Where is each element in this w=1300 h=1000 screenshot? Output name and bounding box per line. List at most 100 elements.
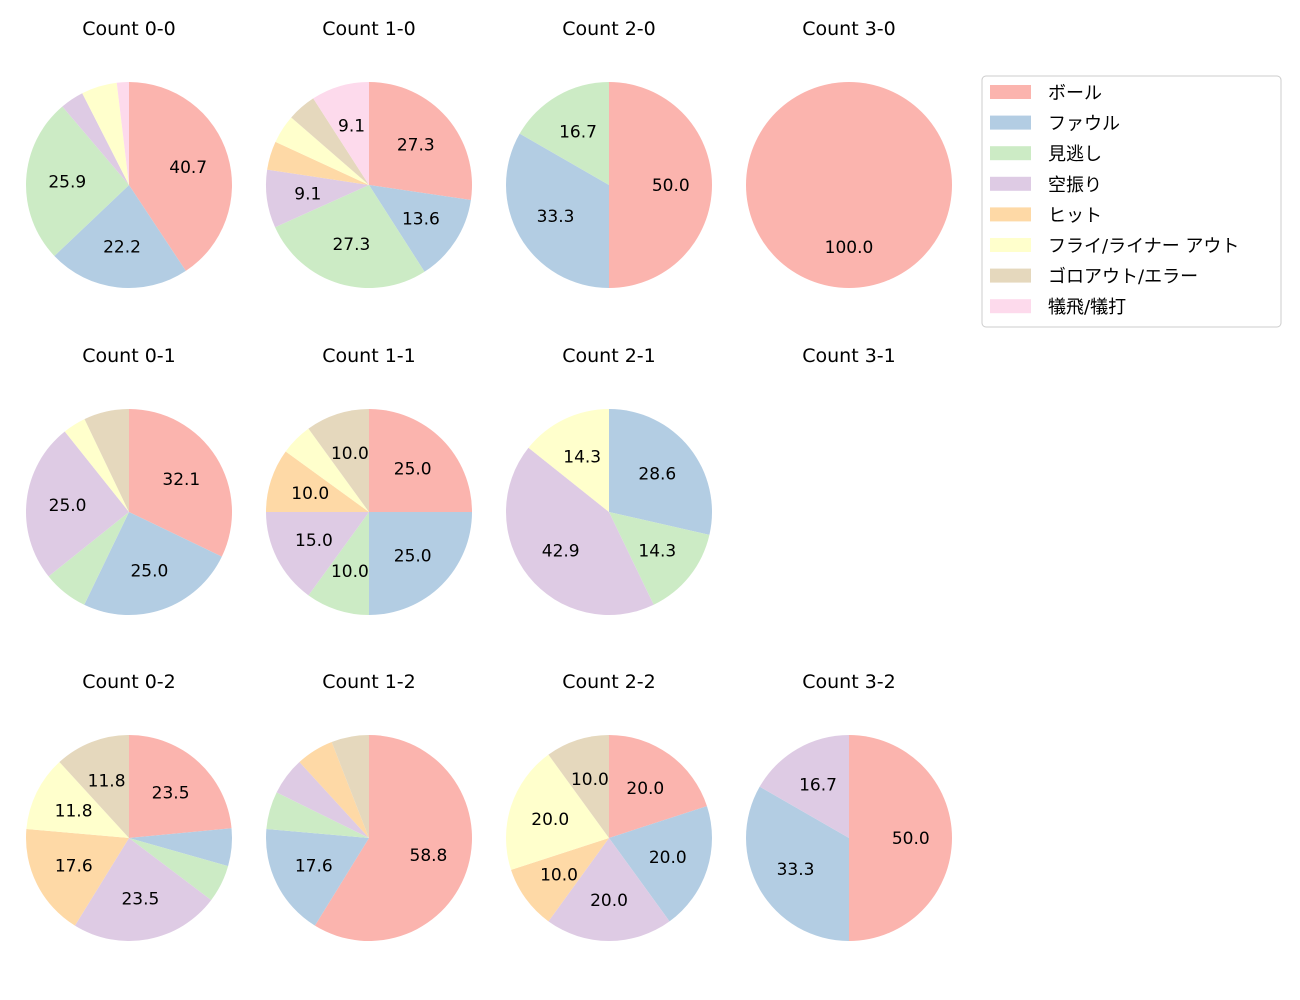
pie-slice bbox=[25, 431, 130, 577]
pie-title: Count 1-0 bbox=[322, 18, 416, 40]
slice-label: 20.0 bbox=[531, 810, 569, 830]
pie-slice bbox=[276, 762, 369, 838]
pie-slice bbox=[275, 117, 369, 185]
slice-label: 25.0 bbox=[394, 459, 432, 479]
pie-slice bbox=[369, 409, 472, 512]
legend-swatch bbox=[990, 176, 1031, 191]
legend-label: ファウル bbox=[1048, 114, 1120, 135]
pie-slice bbox=[54, 185, 186, 288]
legend-swatch bbox=[990, 85, 1031, 99]
pie-slice bbox=[609, 512, 710, 605]
pie-slice bbox=[308, 512, 369, 615]
slice-label: 16.7 bbox=[799, 776, 837, 796]
slice-label: 14.3 bbox=[638, 542, 676, 562]
pie-slice bbox=[291, 98, 369, 185]
pie-title: Count 2-1 bbox=[562, 345, 656, 367]
pie-title: Count 2-2 bbox=[562, 671, 656, 693]
slice-label: 9.1 bbox=[294, 184, 321, 204]
slice-label: 16.7 bbox=[559, 123, 597, 143]
pie-slice bbox=[511, 838, 609, 922]
pie-slice bbox=[84, 409, 129, 512]
slice-label: 13.6 bbox=[402, 210, 440, 230]
slice-label: 10.0 bbox=[540, 865, 578, 885]
pie-slice bbox=[267, 141, 369, 185]
pie-slice bbox=[313, 82, 369, 185]
legend-label: ヒット bbox=[1048, 205, 1102, 226]
slice-label: 17.6 bbox=[55, 857, 93, 877]
legend-box bbox=[981, 75, 1282, 328]
pie-slice bbox=[129, 409, 233, 557]
pie-slice bbox=[528, 409, 609, 512]
pie-slice bbox=[266, 451, 369, 512]
slice-label: 58.8 bbox=[410, 846, 448, 866]
pie-title: Count 0-0 bbox=[82, 18, 176, 40]
pie-slice bbox=[609, 735, 707, 838]
legend-label: 見逃し bbox=[1048, 144, 1102, 165]
slice-label: 50.0 bbox=[892, 829, 930, 849]
pie-slice bbox=[519, 82, 609, 185]
pie-slice bbox=[129, 82, 232, 271]
slice-label: 33.3 bbox=[777, 860, 815, 880]
slice-label: 20.0 bbox=[649, 848, 687, 868]
pie-slice bbox=[369, 185, 471, 272]
pie-slice bbox=[849, 735, 952, 941]
slice-label: 40.7 bbox=[169, 158, 207, 178]
slice-label: 27.3 bbox=[397, 136, 435, 156]
pie-slice bbox=[265, 828, 369, 926]
pie-slice bbox=[26, 106, 129, 256]
slice-label: 11.8 bbox=[55, 802, 93, 822]
pie-title: Count 0-2 bbox=[82, 671, 176, 693]
slice-label: 28.6 bbox=[638, 464, 676, 484]
slice-label: 100.0 bbox=[825, 238, 874, 258]
slice-label: 10.0 bbox=[291, 484, 329, 504]
pie-title: Count 1-2 bbox=[322, 671, 416, 693]
legend-label: 犠飛/犠打 bbox=[1048, 297, 1126, 318]
slice-label: 20.0 bbox=[626, 779, 664, 799]
slice-label: 50.0 bbox=[652, 176, 690, 196]
legend-swatch bbox=[990, 299, 1031, 314]
slice-label: 22.2 bbox=[103, 237, 141, 257]
slice-label: 10.0 bbox=[571, 770, 609, 790]
pie-title: Count 3-0 bbox=[802, 18, 896, 40]
pie-slice bbox=[82, 82, 129, 185]
legend-swatch bbox=[990, 268, 1031, 283]
pie-slice bbox=[129, 838, 229, 901]
pie-slice bbox=[26, 828, 130, 926]
pie-slice bbox=[285, 428, 369, 512]
pie-slice bbox=[265, 169, 369, 228]
pie-slice bbox=[129, 735, 232, 838]
slice-label: 11.8 bbox=[88, 771, 126, 791]
legend-label: ボール bbox=[1048, 83, 1102, 104]
pie-slice bbox=[548, 838, 670, 941]
slice-label: 27.3 bbox=[332, 235, 370, 255]
slice-label: 9.1 bbox=[338, 117, 365, 137]
slice-label: 14.3 bbox=[563, 447, 601, 467]
slice-label: 25.0 bbox=[394, 547, 432, 567]
pie-slice bbox=[548, 735, 609, 838]
pie-slice bbox=[746, 786, 849, 941]
legend-label: フライ/ライナー アウト bbox=[1048, 236, 1239, 257]
pie-slice bbox=[369, 82, 472, 201]
slice-label: 23.5 bbox=[121, 890, 159, 910]
slice-label: 25.0 bbox=[49, 496, 87, 516]
legend-swatch bbox=[990, 238, 1031, 252]
slice-label: 15.0 bbox=[295, 531, 333, 551]
pie-slice bbox=[759, 735, 849, 838]
pie-slice bbox=[266, 792, 369, 838]
slice-label: 23.5 bbox=[152, 783, 190, 803]
pie-slice bbox=[266, 512, 369, 596]
pie-title: Count 3-1 bbox=[802, 345, 896, 367]
slice-label: 20.0 bbox=[590, 891, 628, 911]
pie-slice bbox=[74, 838, 212, 941]
slice-label: 10.0 bbox=[331, 562, 369, 582]
pie-slice bbox=[314, 735, 473, 941]
legend-swatch bbox=[990, 115, 1031, 130]
pie-title: Count 3-2 bbox=[802, 671, 896, 693]
legend-swatch bbox=[990, 207, 1031, 222]
pie-slice bbox=[609, 806, 712, 922]
legend-label: 空振り bbox=[1048, 175, 1102, 196]
slice-label: 32.1 bbox=[162, 470, 200, 490]
legend-swatch bbox=[990, 146, 1031, 161]
